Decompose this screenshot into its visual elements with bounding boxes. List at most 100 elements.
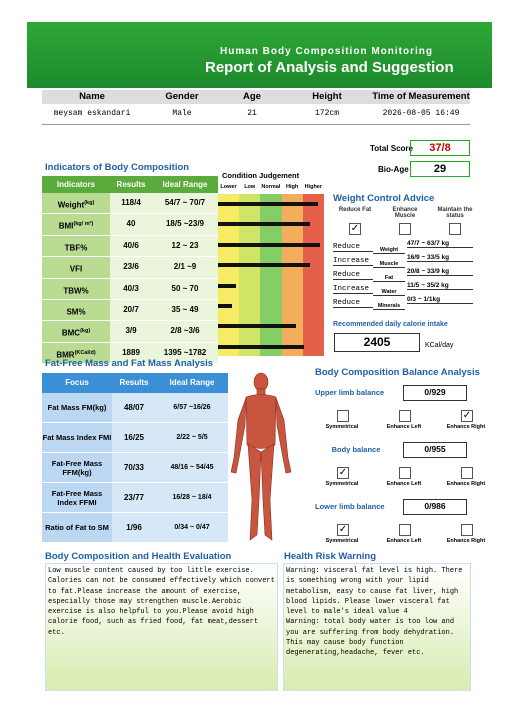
calorie-unit: KCal/day [425,342,454,349]
condition-bar [218,242,320,247]
section-title: Fat-Free Mass and Fat Mass Analysis [45,358,214,369]
patient-value: 21 [247,109,257,118]
checkbox [449,223,461,235]
indicator-unit: (kg) [80,328,91,335]
indicator-result: 23/6 [110,257,152,278]
checkbox [399,467,411,479]
patient-header-cell: Height [312,91,342,102]
level-band [239,194,261,356]
section-title: Weight Control Advice [333,193,435,204]
balance-value: 0/929 [403,385,467,401]
header-cell: Ideal Range [169,378,215,387]
result: 1/96 [126,523,142,532]
patient-table: Name Gender Age Height Time of Measurement me… [42,90,470,125]
checkbox: ✓ [337,467,349,479]
range: 16/28 ~ 18/4 [172,494,212,501]
indicator-table: Indicators Results Ideal Range Weight(kg) 11… [42,176,218,365]
advice-item: Muscle [373,261,405,268]
condition-bar [218,283,236,288]
balance-label: Upper limb balance [315,388,385,397]
bioage-label: Bio-Age [378,165,409,174]
patient-value: Male [172,109,192,118]
checkbox [399,524,411,536]
header-cell: Indicators [56,180,96,189]
patient-header-cell: Age [243,91,261,102]
indicator-name: BMC(kg) [42,321,110,342]
fat-free-row: Fat-Free Mass Index FFMI 23/77 16/28 ~ 18/… [42,483,228,513]
balance-label: Body balance [331,445,381,454]
indicator-unit: (KCal/d) [74,349,96,356]
checkbox [461,524,473,536]
result: 70/33 [123,463,145,472]
indicator-result: 1889 [110,342,152,364]
indicator-result: 118/4 [110,193,152,214]
fat-free-row: Fat-Free Mass FFM(kg) 70/33 48/16 ~ 54/45 [42,453,228,483]
result: 23/77 [123,493,145,502]
option-label: Enhance Right [446,538,486,544]
patient-value: meysam eskandari [53,109,131,118]
indicator-row: VFI 23/6 2/1 ~9 [42,257,218,279]
checkbox [337,410,349,422]
patient-values: meysam eskandari Male 21 172cm 2026-08-05 16… [42,104,470,125]
subtitle: Report of Analysis and Suggestion [205,59,454,76]
advice-action: Reduce [333,271,373,280]
condition-title: Condition Judgement [222,171,300,180]
option-label: Enhance Left [386,481,422,487]
indicator-row: BMR(KCal/d) 1889 1395 ~1782 [42,342,218,365]
advice-item: Fat [373,275,405,282]
section-title: Body Composition and Health Evaluation [45,551,232,562]
header-cell: Focus [65,378,89,387]
fat-free-row: Fat Mass Index FMI 16/25 2/22 ~ 5/5 [42,423,228,453]
indicator-unit: (kg/ m²) [73,221,94,228]
option-label: Enhance Left [386,538,422,544]
advice-range: 20/8 ~ 33/9 kg [407,268,473,276]
balance-value: 0/955 [403,442,467,458]
focus: Fat-Free Mass FFM(kg) [42,453,112,482]
header-cell: Results [119,378,149,387]
indicator-name: TBW% [42,278,110,299]
indicator-name: Weight [57,200,85,210]
indicator-name: VFI [69,264,83,274]
indicator-range: 2/8 ~3/6 [152,321,218,342]
condition-bar [218,344,304,349]
indicator-row: BMI(kg/ m²) 40 18/5 ~23/9 [42,214,218,236]
indicator-result: 20/7 [110,299,152,321]
option-label: Symmetrical [325,424,359,430]
range: 48/16 ~ 54/45 [170,464,214,471]
indicator-range: 18/5 ~23/9 [152,214,218,235]
level-band [281,194,303,356]
balance-value: 0/986 [403,499,467,515]
patient-value: 172cm [314,109,339,118]
fat-free-header: Focus Results Ideal Range [42,373,228,393]
level-label: Normal [261,184,281,190]
level-label: Lower [220,184,237,190]
calorie-label: Recommended daily calorie intake [333,321,448,328]
option-label: Maintain the status [437,207,473,219]
patient-header-cell: Name [79,91,105,102]
body-figure [230,372,292,541]
patient-header-cell: Time of Measurement [372,91,470,102]
option-label: Enhance Right [446,481,486,487]
condition-bar [218,263,310,268]
checkbox: ✓ [337,524,349,536]
level-band [260,194,282,356]
indicator-name: BMI [58,222,74,232]
fat-free-row: Ratio of Fat to SM 1/96 0/34 ~ 0/47 [42,513,228,543]
risk-text: Warning: visceral fat level is high. The… [283,563,471,691]
advice-range: 47/7 ~ 63/7 kg [407,240,473,248]
indicator-row: BMC(kg) 3/9 2/8 ~3/6 [42,321,218,343]
checkbox: ✓ [349,223,361,235]
checkbox [399,410,411,422]
condition-bar [218,324,296,329]
indicator-range: 54/7 ~ 70/7 [152,193,218,214]
focus: Fat-Free Mass Index FFMI [42,483,112,512]
patient-header: Name Gender Age Height Time of Measurement [42,90,470,104]
indicator-name: SM% [42,299,110,321]
advice-item: Minerals [373,303,405,310]
calorie: 2405 [334,333,420,352]
section-title: Body Composition Balance Analysis [315,367,480,378]
advice-range: 16/9 ~ 33/5 kg [407,254,473,262]
option-label: Symmetrical [325,481,359,487]
advice-action: Reduce [333,243,373,252]
banner [27,22,492,88]
